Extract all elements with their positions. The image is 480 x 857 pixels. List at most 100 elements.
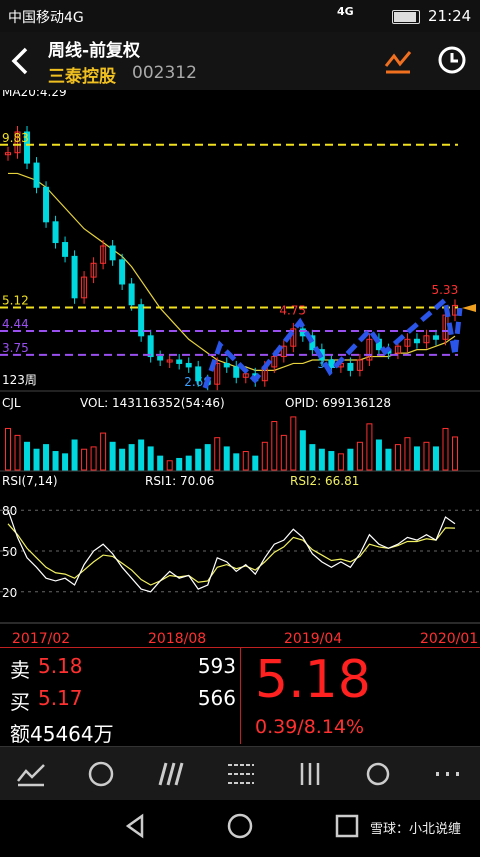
candle: [119, 259, 126, 285]
volume-bar: [138, 439, 145, 471]
candle: [90, 262, 97, 278]
volume-info: OPID: 699136128: [285, 396, 391, 410]
volume-bar: [147, 446, 154, 471]
clock: 21:24: [428, 7, 472, 25]
back-button[interactable]: [8, 46, 32, 76]
x-tick-label: 2019/04: [284, 631, 342, 646]
nav-recent[interactable]: [335, 814, 359, 838]
volume-bar: [442, 427, 449, 471]
tool-bars[interactable]: [158, 762, 184, 786]
nav-home[interactable]: [227, 813, 253, 839]
volume-bar: [24, 441, 31, 471]
candle: [52, 221, 59, 244]
candle: [157, 356, 164, 361]
candle: [128, 283, 135, 306]
volume-bar: [43, 444, 50, 471]
order-book: [0, 648, 241, 744]
y-tick-label: 80: [2, 504, 17, 518]
volume-bar: [166, 460, 173, 471]
candle: [24, 131, 31, 164]
candle: [328, 359, 335, 368]
volume-bar: [33, 448, 40, 471]
candle: [394, 345, 401, 354]
volume-bar: [157, 455, 164, 471]
candle: [176, 359, 183, 364]
last-price: 5.18: [255, 650, 371, 710]
candle: [233, 366, 240, 378]
tool-line[interactable]: [17, 764, 45, 787]
amount: 额45464万: [10, 722, 114, 746]
page-title: 周线-前复权: [48, 41, 141, 61]
volume-bar: [385, 448, 392, 471]
level-label: 3.75: [2, 341, 29, 355]
rsi-line: [7, 510, 456, 593]
level-label: 5.12: [2, 293, 29, 307]
volume-bar: [52, 451, 59, 471]
volume-bar: [204, 444, 211, 471]
battery: [392, 10, 420, 24]
period-label: 123周: [2, 373, 37, 387]
volume-bar: [280, 434, 287, 471]
price-annotation: 4.75: [279, 303, 306, 317]
candle: [423, 335, 430, 344]
volume-bar: [432, 446, 439, 471]
stock-name: 三泰控股: [48, 67, 116, 87]
panel-title: CJL: [2, 396, 21, 410]
candle: [43, 186, 50, 223]
candle: [138, 304, 145, 337]
candle: [100, 245, 107, 264]
volume-bar: [252, 455, 259, 471]
toolbar-icons: [17, 761, 459, 787]
volume-bar: [318, 448, 325, 471]
candle: [242, 373, 249, 378]
volume-bar: [81, 448, 88, 471]
carrier: 中国移动4G: [8, 10, 84, 26]
indicator-button[interactable]: [382, 46, 416, 76]
network: 4G: [337, 5, 354, 18]
volume-bar: [176, 457, 183, 471]
tool-levels[interactable]: [228, 764, 254, 784]
price-annotation: 5.33: [431, 283, 458, 297]
history-button[interactable]: [436, 44, 468, 76]
nav-back[interactable]: [125, 813, 144, 839]
ma-label: MA20:4.29: [2, 90, 67, 99]
volume-bar: [290, 416, 297, 471]
chart-area: 2020/01 2019/04 2018/08 2017/02 20 50 80 RSI2: …: [0, 90, 480, 646]
volume-bar: [404, 437, 411, 471]
y-tick-label: 50: [2, 545, 17, 559]
volume-bar: [90, 446, 97, 471]
candle: [109, 245, 116, 261]
price-pointer: [462, 304, 476, 312]
tool-gear[interactable]: [366, 762, 390, 786]
quote-panel: 卖 5.18 593 买 5.17 566 额45464万 5.18 0.39/…: [0, 647, 480, 746]
sell-price: 5.18: [38, 654, 83, 678]
tool-settings[interactable]: [300, 763, 320, 785]
candle: [5, 152, 11, 156]
candle: [166, 359, 173, 363]
watermark: 雪球：小北说缠: [370, 822, 462, 837]
stock-code: 002312: [132, 63, 197, 83]
level-label: 4.44: [2, 317, 29, 331]
volume-bar: [185, 455, 192, 471]
candle: [33, 162, 40, 188]
ma20-line: [8, 172, 456, 371]
price-change: 0.39/8.14%: [255, 716, 365, 738]
volume-bar: [309, 444, 316, 471]
sell-volume: 593: [197, 654, 236, 678]
volume-bar: [109, 441, 116, 471]
volume-bar: [261, 441, 268, 471]
candle: [432, 335, 439, 340]
volume-bar: [375, 439, 382, 471]
volume-bar: [356, 441, 363, 471]
candle: [81, 276, 88, 299]
candle: [71, 255, 78, 299]
candle: [214, 362, 221, 385]
volume-bar: [423, 441, 430, 471]
tool-palette[interactable]: [88, 761, 114, 787]
panel-title: RSI(7,14): [2, 474, 58, 488]
rsi-line: [7, 523, 456, 586]
volume-bar: [413, 446, 420, 471]
volume-bar: [214, 437, 221, 471]
volume-bar: [71, 439, 78, 471]
